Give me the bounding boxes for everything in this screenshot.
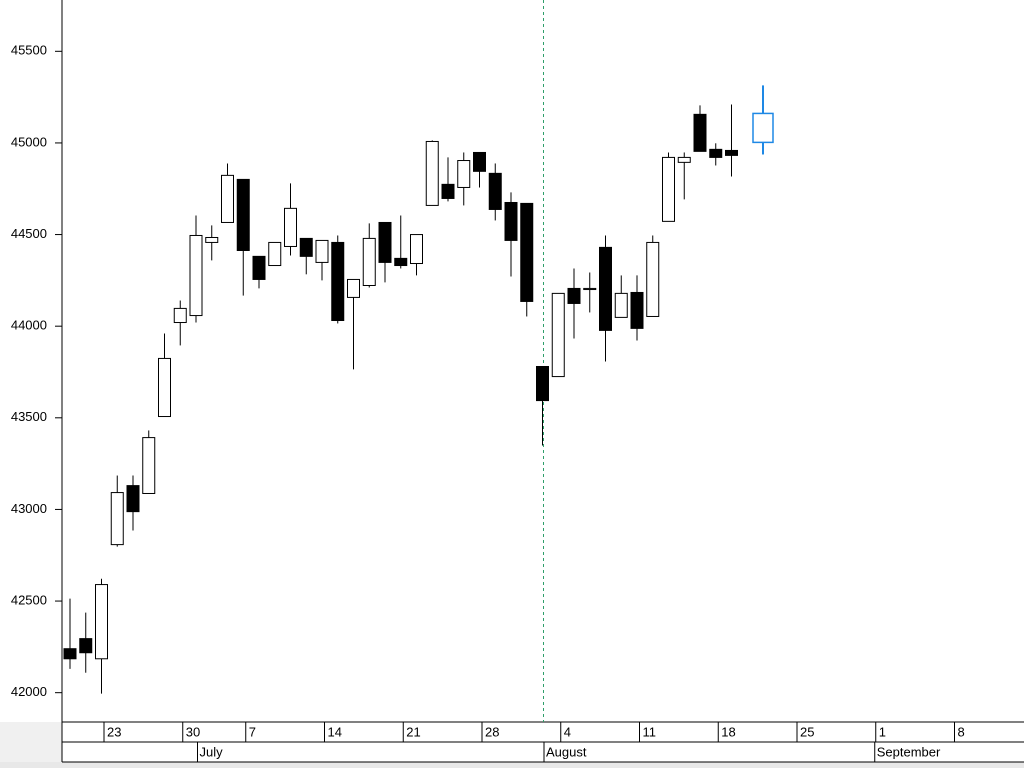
y-tick-label: 42000: [11, 684, 47, 699]
candle-body: [236, 178, 250, 252]
candle-body: [614, 292, 628, 318]
candle-body: [567, 287, 581, 304]
candle-body: [441, 183, 455, 199]
y-tick-label: 43000: [11, 501, 47, 516]
candle-body: [142, 437, 156, 494]
footer-strip: [0, 762, 1024, 768]
candle-body: [158, 357, 171, 418]
candle-body: [662, 156, 675, 222]
candle-body: [79, 638, 93, 654]
y-tick-label: 44500: [11, 226, 47, 241]
month-label: July: [200, 744, 224, 759]
candle-body: [205, 236, 219, 243]
candle-body: [599, 246, 612, 331]
candle-body: [693, 113, 707, 152]
candle-body: [630, 291, 644, 329]
candle-body: [752, 112, 774, 144]
candle-body: [473, 151, 486, 172]
x-tick-label: 11: [643, 724, 657, 739]
candle-body: [315, 239, 329, 263]
candle-body: [299, 237, 313, 257]
x-tick-label: 14: [328, 724, 342, 739]
candle-body: [126, 485, 140, 513]
candle-body: [677, 156, 691, 163]
candle-body: [221, 174, 234, 223]
y-tick-label: 43500: [11, 409, 47, 424]
x-tick-label: 23: [107, 724, 121, 739]
x-tick-label: 1: [879, 724, 886, 739]
y-tick-label: 44000: [11, 318, 47, 333]
candle-body: [410, 234, 423, 265]
candle-body: [425, 140, 439, 206]
candle-body: [394, 257, 408, 267]
month-label: August: [546, 744, 587, 759]
candle-body: [457, 160, 471, 188]
candle-body: [189, 234, 203, 317]
candle-body: [268, 241, 282, 267]
y-tick-label: 42500: [11, 592, 47, 607]
candle-body: [725, 149, 738, 156]
corner: [0, 722, 62, 762]
x-tick-label: 25: [800, 724, 814, 739]
candle-body: [362, 237, 376, 287]
candle-body: [646, 241, 660, 317]
x-tick-label: 21: [406, 724, 420, 739]
candle-body: [709, 148, 723, 158]
candle-body: [520, 202, 534, 302]
month-label: September: [877, 744, 941, 759]
x-tick-label: 18: [721, 724, 735, 739]
x-tick-label: 28: [485, 724, 499, 739]
candle-body: [536, 365, 549, 402]
candle-body: [173, 307, 187, 324]
candle-body: [252, 255, 266, 280]
candle-body: [347, 278, 360, 298]
x-tick-label: 4: [564, 724, 571, 739]
y-tick-label: 45500: [11, 43, 47, 58]
candle-body: [95, 584, 108, 660]
x-tick-label: 30: [186, 724, 200, 739]
candle-body: [504, 201, 518, 241]
candle-body: [63, 648, 77, 660]
y-tick-label: 45000: [11, 134, 47, 149]
candle-body: [378, 221, 392, 263]
candle-body: [284, 207, 297, 247]
candle-body: [583, 287, 597, 291]
x-tick-label: 7: [249, 724, 256, 739]
candle-body: [110, 492, 124, 546]
candle-body: [551, 292, 565, 378]
candle-body: [488, 172, 502, 210]
candle-body: [331, 241, 345, 322]
x-tick-label: 8: [958, 724, 965, 739]
